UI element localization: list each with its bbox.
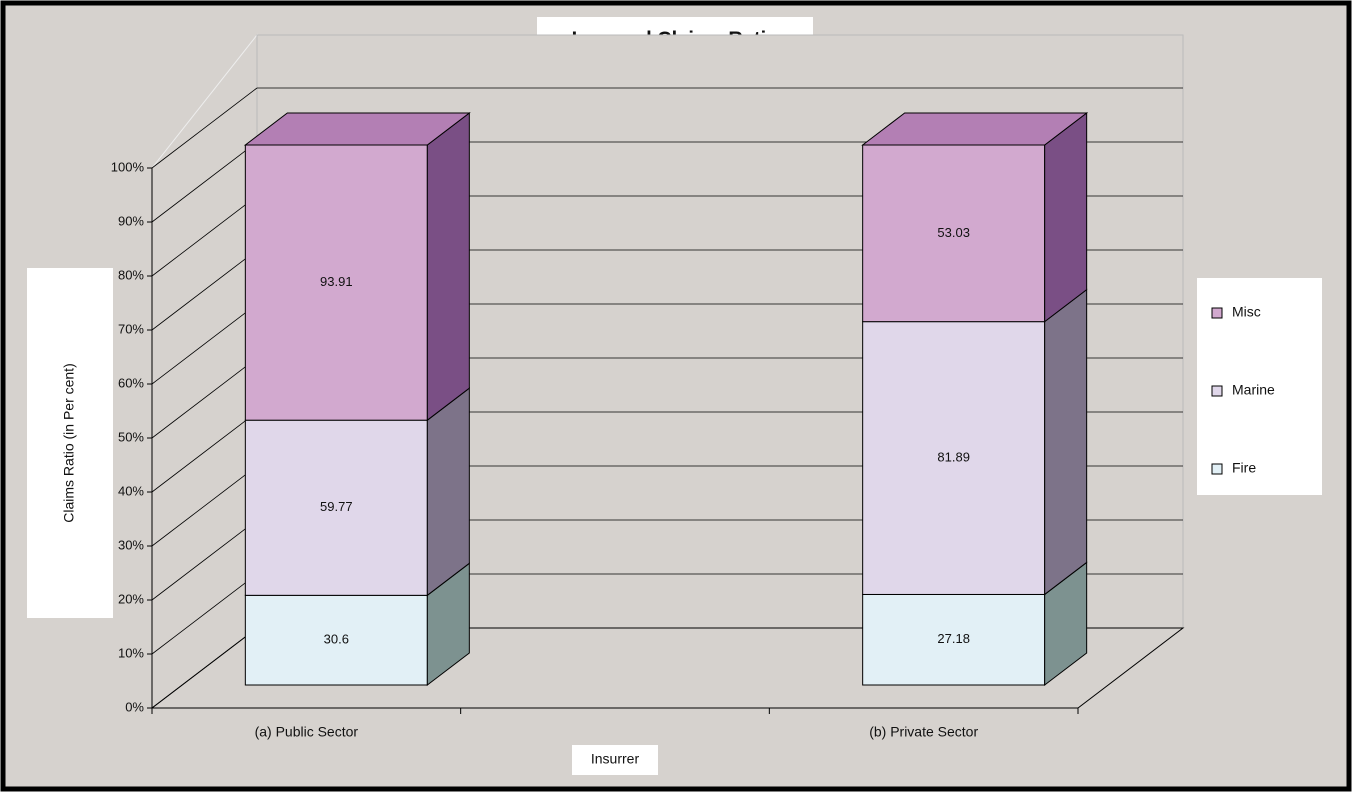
y-label-box [27,268,113,618]
y-axis-label: Claims Ratio (in Per cent) [61,363,77,523]
legend-label: Fire [1232,460,1256,476]
value-label: 27.18 [937,631,970,646]
value-label: 93.91 [320,274,353,289]
x-tick-label: (a) Public Sector [255,724,359,740]
bar-segment [862,321,1046,595]
grid-line [151,411,258,493]
y-tick-label: 50% [118,429,144,444]
grid-line [151,303,258,385]
legend-swatch [1211,307,1223,319]
y-tick-label: 20% [118,591,144,606]
grid-line [151,357,258,439]
legend-label: Marine [1232,382,1275,398]
bar-side [1044,111,1088,323]
bar-segment [862,144,1046,323]
x-tick-label: (b) Private Sector [869,724,978,740]
y-tick-label: 70% [118,321,144,336]
y-tick-label: 90% [118,213,144,228]
y-tick-label: 80% [118,267,144,282]
grid-line [151,87,258,169]
bar-side [426,387,470,597]
legend-label: Misc [1232,304,1261,320]
y-tick-label: 0% [125,699,144,714]
x-label-box [572,745,658,775]
x-axis-label: Insurrer [591,751,640,767]
y-tick-label: 10% [118,645,144,660]
bar-segment [244,144,428,421]
bar-segment [244,419,428,596]
bar-top [243,112,471,146]
legend-swatch [1211,463,1223,475]
y-tick-label: 100% [111,159,145,174]
value-label: 30.6 [324,632,349,647]
legend-swatch [1211,385,1223,397]
bar-side [426,111,470,422]
value-label: 53.03 [937,225,970,240]
y-tick-label: 30% [118,537,144,552]
bar-segment [862,593,1046,686]
grid-line [151,465,258,547]
grid-line [151,627,258,709]
grid-line [151,195,258,277]
value-label: 81.89 [937,449,970,464]
value-label: 59.77 [320,499,353,514]
bar-top [861,112,1089,146]
y-tick-label: 40% [118,483,144,498]
grid-line [151,141,258,223]
grid-line [151,519,258,601]
grid-line [151,573,258,655]
bar-side [1044,288,1088,596]
y-tick-label: 60% [118,375,144,390]
bar-segment [244,594,428,686]
grid-line [151,249,258,331]
